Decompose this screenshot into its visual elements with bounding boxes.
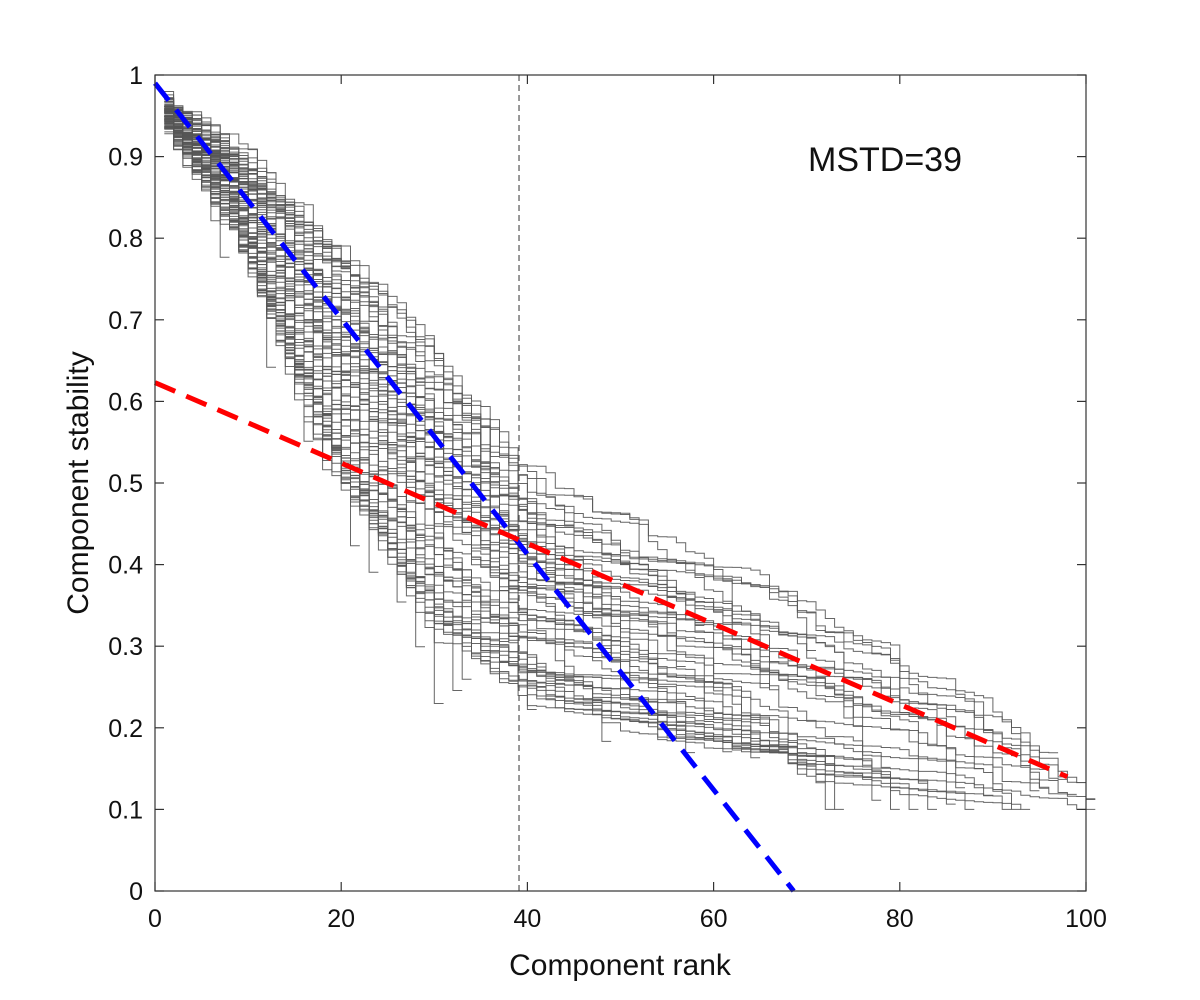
stability-trace [164, 126, 463, 691]
x-tick-label: 20 [327, 905, 355, 933]
y-tick-label: 0 [129, 878, 143, 906]
y-tick-label: 0.2 [108, 715, 143, 743]
y-tick-label: 0.7 [108, 307, 143, 335]
stability-trace [164, 116, 1031, 810]
x-axis-ticks: 0 20 40 60 80 100 [148, 75, 1107, 933]
stability-trace [164, 111, 640, 700]
x-tick-label: 40 [513, 905, 541, 933]
plot-background [155, 75, 1086, 891]
y-axis-ticks: 0 0.1 0.2 0.3 0.4 0.5 0.6 0.7 0.8 0.9 1 [108, 62, 1086, 906]
red-fit-line [154, 380, 1069, 780]
y-tick-label: 0.5 [108, 470, 143, 498]
stability-trace [164, 122, 807, 775]
stability-trace [164, 124, 733, 753]
y-tick-label: 0.1 [108, 796, 143, 824]
stability-trace [164, 109, 528, 541]
x-axis-title: Component rank [509, 949, 732, 982]
stability-trace [164, 119, 1049, 789]
blue-fit-line [153, 81, 796, 893]
x-tick-label: 100 [1065, 905, 1107, 933]
stability-trace [164, 108, 546, 563]
stability-trace [164, 94, 565, 586]
mstd-annotation: MSTD=39 [808, 141, 962, 179]
y-tick-label: 0.3 [108, 633, 143, 661]
stability-traces [164, 91, 1096, 810]
stability-trace [164, 124, 714, 720]
y-tick-label: 0.4 [108, 552, 143, 580]
y-tick-label: 1 [129, 62, 143, 90]
y-tick-label: 0.6 [108, 388, 143, 416]
x-tick-label: 0 [148, 905, 162, 933]
y-tick-label: 0.8 [108, 225, 143, 253]
y-tick-label: 0.9 [108, 144, 143, 172]
x-tick-label: 60 [700, 905, 728, 933]
y-axis-title: Component stability [62, 351, 95, 614]
stability-trace [164, 111, 910, 701]
stability-trace [164, 116, 360, 547]
fit-lines [153, 81, 1069, 893]
stability-trace [164, 125, 965, 789]
x-tick-label: 80 [886, 905, 914, 933]
stability-trace [164, 103, 863, 727]
stability-trace [164, 116, 798, 748]
stability-trace [164, 97, 584, 584]
